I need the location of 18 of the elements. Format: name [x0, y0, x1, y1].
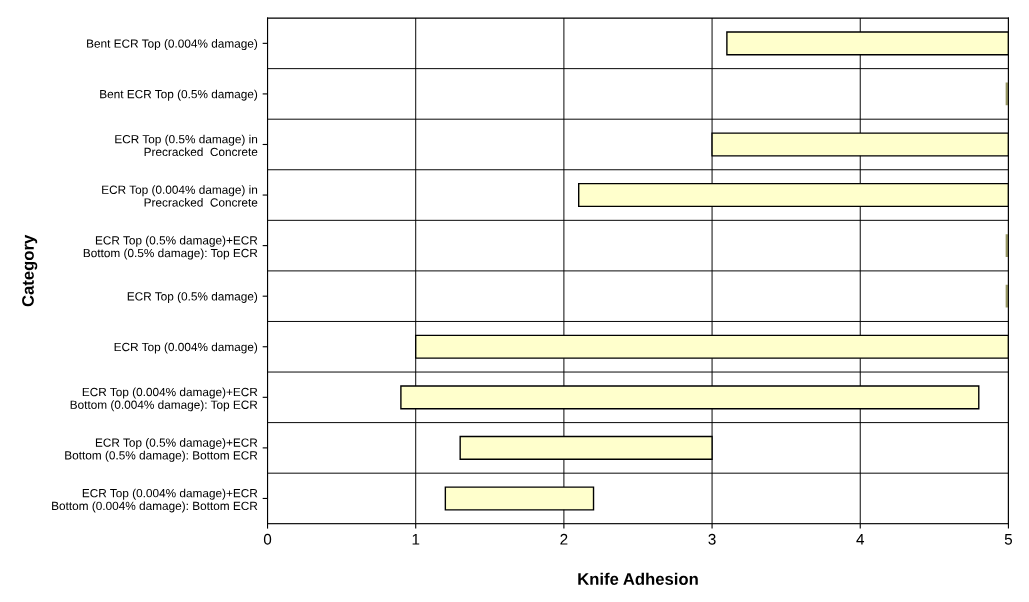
x-tick-label: 4: [856, 534, 865, 545]
x-axis-title: Knife Adhesion: [578, 572, 698, 585]
y-tick-label: ECR Top (0.004% damage)+ECR Bottom (0.004% damage): Bottom ECR: [52, 488, 258, 513]
x-tick-label: 1: [412, 534, 420, 545]
y-tick-label: ECR Top (0.5% damage): [127, 291, 258, 303]
y-tick-label: ECR Top (0.5% damage)+ECR Bottom (0.5% damage): Top ECR: [83, 235, 258, 260]
y-tick-label: ECR Top (0.5% damage) in Precracked Concrete: [115, 134, 258, 157]
x-tick-label: 5: [1004, 534, 1013, 545]
y-tick-label: Bent ECR Top (0.5% damage): [100, 89, 258, 101]
y-axis-title: Category: [22, 234, 38, 307]
x-tick-label: 2: [560, 533, 568, 545]
x-tick-label: 3: [708, 533, 716, 545]
x-tick-label: 0: [263, 533, 272, 545]
y-tick-label: ECR Top (0.004% damage) in Precracked Concrete: [102, 185, 258, 207]
y-tick-label: Bent ECR Top (0.004% damage): [87, 39, 258, 51]
y-tick-label: ECR Top (0.004% damage)+ECR Bottom (0.004% damage): Top ECR: [70, 387, 258, 412]
y-tick-label: ECR Top (0.5% damage)+ECR Bottom (0.5% damage): Bottom ECR: [65, 438, 258, 462]
y-tick-label: ECR Top (0.004% damage): [114, 342, 258, 354]
